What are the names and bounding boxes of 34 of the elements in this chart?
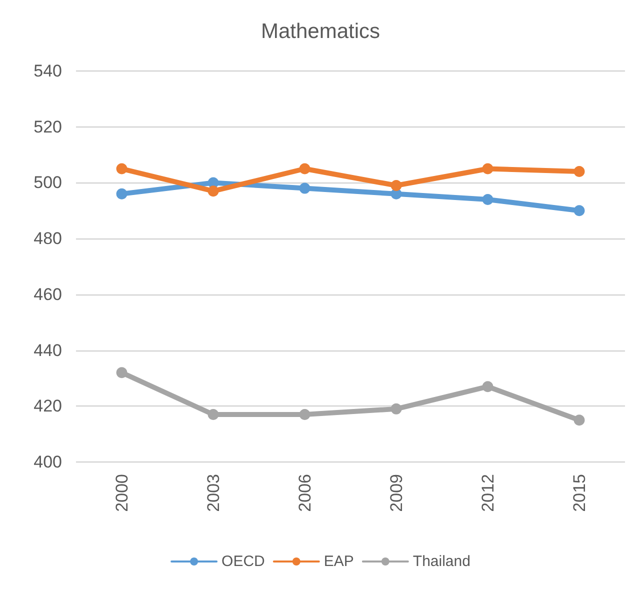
y-tick-label: 500	[34, 173, 62, 192]
x-tick-label: 2003	[204, 474, 223, 512]
x-tick-label: 2009	[386, 474, 406, 512]
point	[116, 163, 128, 174]
legend-label: EAP	[324, 553, 354, 570]
point	[116, 367, 128, 378]
point	[208, 409, 219, 420]
y-tick-label: 420	[34, 396, 62, 416]
y-tick-label: 460	[34, 284, 62, 304]
x-tick-label: 2000	[112, 474, 132, 512]
point	[390, 403, 402, 414]
y-tick-label: 440	[34, 340, 62, 360]
point	[482, 381, 494, 392]
point	[574, 205, 585, 216]
point	[574, 166, 585, 178]
x-tick-label: 2015	[570, 474, 589, 512]
point	[299, 182, 310, 194]
x-tick-label: 2006	[295, 474, 314, 512]
point	[482, 163, 494, 174]
y-tick-label: 520	[34, 117, 62, 136]
legend-label: Thailand	[412, 553, 470, 570]
point	[116, 188, 128, 200]
y-tick-label: 540	[34, 62, 62, 80]
point	[574, 414, 585, 426]
x-tick-label: 2012	[478, 474, 498, 512]
point	[299, 163, 310, 174]
legend-label: OECD	[222, 553, 266, 570]
y-tick-label: 480	[34, 229, 62, 248]
y-tick-label: 400	[34, 452, 62, 472]
point	[299, 409, 310, 420]
chart-title: Mathematics	[260, 20, 380, 43]
point	[208, 186, 219, 197]
point	[482, 194, 494, 205]
point	[390, 180, 402, 192]
